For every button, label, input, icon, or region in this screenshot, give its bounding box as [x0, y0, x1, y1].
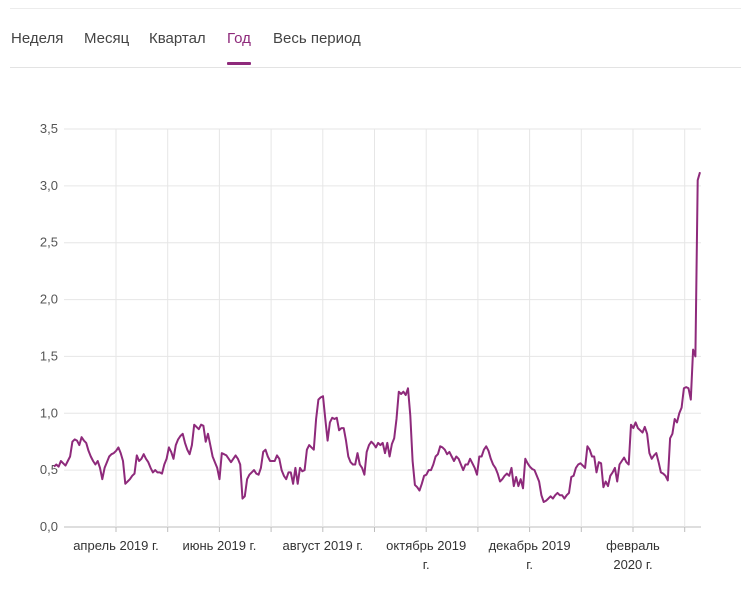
series-line — [53, 171, 701, 503]
y-tick-label: 3,5 — [40, 121, 58, 136]
y-tick-label: 0,0 — [40, 519, 58, 534]
x-axis-ticks: апрель 2019 г. июнь 2019 г. август 2019 г.… — [73, 538, 660, 572]
x-tick-label: июнь 2019 г. — [182, 538, 256, 553]
tab-quarter[interactable]: Квартал — [149, 30, 206, 47]
x-tick-label: август 2019 г. — [282, 538, 363, 553]
x-tick-label-line2: г. — [526, 557, 533, 572]
y-tick-label: 1,5 — [40, 348, 58, 363]
y-tick-label: 2,0 — [40, 292, 58, 307]
chart-gridlines — [64, 128, 701, 532]
active-tab-indicator — [227, 62, 251, 65]
y-tick-label: 2,5 — [40, 235, 58, 250]
y-tick-label: 3,0 — [40, 178, 58, 193]
tabs-divider — [10, 67, 741, 68]
tab-year[interactable]: Год — [227, 30, 251, 47]
x-tick-label: апрель 2019 г. — [73, 538, 159, 553]
tab-all-time[interactable]: Весь период — [273, 30, 361, 47]
chart-series — [53, 171, 701, 503]
x-tick-label: декабрь 2019 — [489, 538, 571, 553]
period-tabs: Неделя Месяц Квартал Год Весь период — [11, 0, 741, 68]
tab-month[interactable]: Месяц — [84, 30, 130, 47]
tab-week[interactable]: Неделя — [11, 30, 64, 47]
top-border — [10, 8, 741, 9]
x-tick-label: февраль — [606, 538, 660, 553]
y-axis-ticks: 0,00,51,01,52,02,53,03,5 — [40, 121, 58, 534]
y-tick-label: 1,0 — [40, 405, 58, 420]
x-tick-label-line2: 2020 г. — [613, 557, 652, 572]
x-tick-label-line2: г. — [423, 557, 430, 572]
x-tick-label: октябрь 2019 — [386, 538, 466, 553]
